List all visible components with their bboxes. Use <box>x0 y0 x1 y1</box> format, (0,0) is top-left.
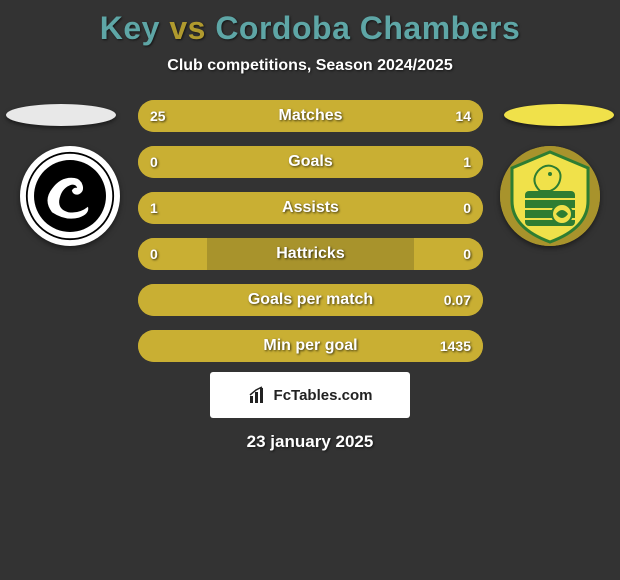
stat-value-left: 25 <box>150 100 166 132</box>
vs-text: vs <box>169 10 206 46</box>
branding-text: FcTables.com <box>274 387 373 404</box>
stat-value-right: 1 <box>463 146 471 178</box>
stat-row: Goals per match0.07 <box>138 284 483 316</box>
stats-stage: Matches2514Goals01Assists10Hattricks00Go… <box>0 100 620 360</box>
stat-value-right: 1435 <box>440 330 471 362</box>
stat-value-left: 0 <box>150 238 158 270</box>
stat-value-right: 14 <box>455 100 471 132</box>
norwich-crest <box>500 146 600 246</box>
stat-label: Goals <box>138 146 483 178</box>
stat-row: Goals0 1 <box>138 146 483 178</box>
player2-name: Cordoba Chambers <box>215 10 520 46</box>
stat-label: Assists <box>138 192 483 224</box>
canary-icon <box>500 146 600 246</box>
stat-value-right: 0 <box>463 238 471 270</box>
comparison-title: Key vs Cordoba Chambers <box>0 0 620 47</box>
stat-row: Assists1 0 <box>138 192 483 224</box>
stat-value-left: 0 <box>150 146 158 178</box>
swansea-crest <box>20 146 120 246</box>
stat-label: Goals per match <box>138 284 483 316</box>
ellipse-right <box>504 104 614 126</box>
player1-name: Key <box>100 10 160 46</box>
date-text: 23 january 2025 <box>0 432 620 452</box>
subtitle: Club competitions, Season 2024/2025 <box>0 57 620 75</box>
stat-row: Matches25 14 <box>138 100 483 132</box>
stat-value-right: 0 <box>463 192 471 224</box>
stat-value-left: 1 <box>150 192 158 224</box>
swan-icon <box>25 151 115 241</box>
stat-row: Min per goal1435 <box>138 330 483 362</box>
stat-label: Matches <box>138 100 483 132</box>
stat-label: Min per goal <box>138 330 483 362</box>
chart-icon <box>248 385 268 405</box>
stat-value-right: 0.07 <box>444 284 471 316</box>
ellipse-left <box>6 104 116 126</box>
branding-box: FcTables.com <box>210 372 410 418</box>
stat-label: Hattricks <box>138 238 483 270</box>
stat-rows: Matches2514Goals01Assists10Hattricks00Go… <box>138 100 483 376</box>
stat-row: Hattricks0 0 <box>138 238 483 270</box>
